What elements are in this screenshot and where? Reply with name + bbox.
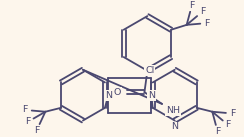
Text: N: N [171, 122, 178, 132]
Text: N: N [148, 91, 155, 100]
Text: F: F [215, 127, 220, 136]
Text: O: O [114, 88, 121, 97]
Text: F: F [225, 120, 231, 129]
Text: F: F [34, 126, 39, 135]
Text: F: F [204, 19, 210, 28]
Text: F: F [25, 118, 30, 126]
Text: N: N [105, 91, 112, 100]
Text: F: F [22, 105, 28, 114]
Text: NH: NH [166, 106, 180, 115]
Text: F: F [230, 109, 235, 118]
Text: Cl: Cl [145, 66, 154, 75]
Text: F: F [189, 1, 195, 10]
Text: F: F [200, 7, 205, 16]
